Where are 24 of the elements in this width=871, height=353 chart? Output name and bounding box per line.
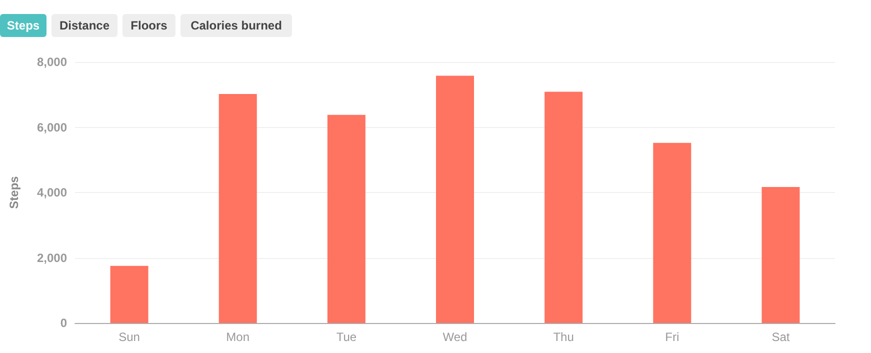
bar [653, 142, 692, 323]
y-axis-title: Steps [7, 176, 21, 209]
bar [762, 186, 800, 323]
x-tick-label: Mon [226, 330, 250, 344]
x-tick-label: Sat [772, 330, 790, 344]
x-tick-label: Fri [665, 330, 680, 344]
x-tick-label: Tue [336, 330, 357, 344]
bar [327, 114, 366, 323]
y-tick-label: 2,000 [36, 250, 68, 265]
text: Floors [130, 18, 168, 32]
x-tick-label: Thu [553, 330, 574, 344]
bar [544, 92, 583, 323]
text: Steps [6, 18, 40, 32]
y-tick-label: 8,000 [36, 55, 68, 69]
x-tick-label: Wed [442, 330, 468, 344]
text: Distance [59, 18, 110, 32]
bar [218, 94, 257, 323]
y-tick-label: 0 [60, 316, 68, 330]
text: Calories burned [190, 18, 282, 32]
bar [110, 266, 148, 323]
y-tick-label: 4,000 [36, 186, 68, 200]
y-tick-label: 6,000 [36, 120, 68, 134]
x-tick-label: Sun [118, 330, 140, 344]
bar [436, 76, 474, 323]
